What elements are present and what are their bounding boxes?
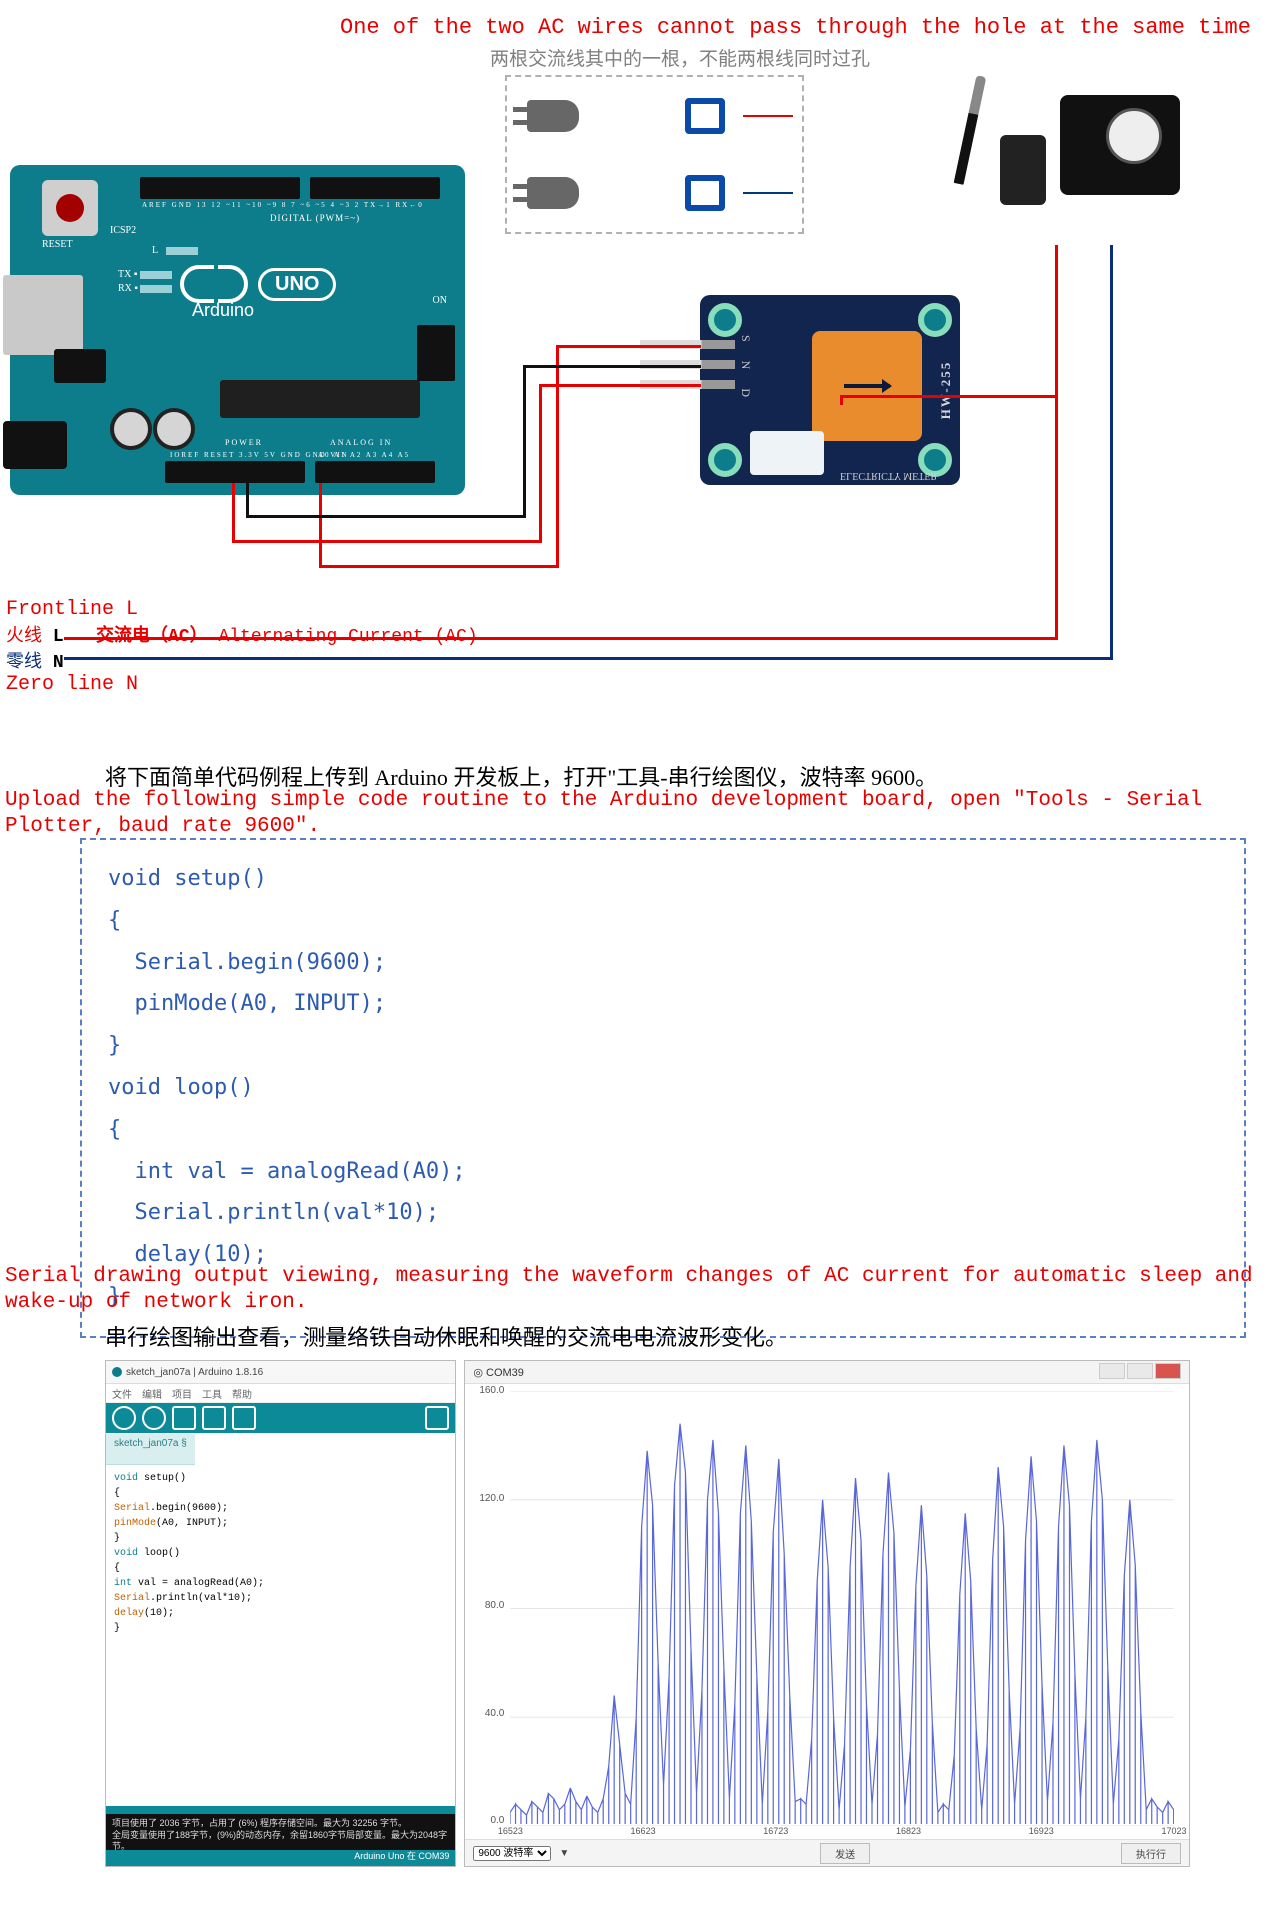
on-label: ON xyxy=(433,295,447,306)
ide-tab[interactable]: sketch_jan07a § xyxy=(106,1434,195,1465)
plug-callout xyxy=(505,75,804,234)
ct-transformer xyxy=(812,331,922,441)
instruction-en: Upload the following simple code routine… xyxy=(5,788,1265,841)
header-top-left xyxy=(140,177,300,199)
digital-label: DIGITAL (PWM=~) xyxy=(270,213,360,223)
reset-label: RESET xyxy=(42,239,73,250)
soldering-station xyxy=(960,75,1180,245)
menu-file[interactable]: 文件 xyxy=(112,1386,132,1401)
L-label: L xyxy=(53,627,64,647)
module-model: HW-255 xyxy=(938,361,954,419)
ct-icon xyxy=(685,98,725,134)
power-jack xyxy=(3,421,67,469)
upload-button[interactable] xyxy=(142,1406,166,1430)
power-label: POWER xyxy=(225,438,263,447)
ide-status: 项目使用了 2036 字节，占用了 (6%) 程序存储空间。最大为 32256 … xyxy=(106,1814,455,1866)
monitor-button[interactable] xyxy=(425,1406,449,1430)
plot-bottombar: 9600 波特率 ▼ 发送 执行行 xyxy=(465,1839,1189,1866)
screenshots-row: sketch_jan07a | Arduino 1.8.16 文件 编辑 项目 … xyxy=(105,1360,1190,1870)
tx-label: TX ▪ xyxy=(118,269,137,280)
run-button[interactable]: 执行行 xyxy=(1121,1843,1181,1864)
N-label: N xyxy=(53,653,64,673)
verify-button[interactable] xyxy=(112,1406,136,1430)
arduino-logo: UNO xyxy=(180,265,336,303)
led-l-label: L xyxy=(152,245,158,256)
neutral-cn: 零线 xyxy=(6,653,42,673)
header-top-right xyxy=(310,177,440,199)
header-bot-right xyxy=(315,461,435,483)
plot-titlebar: ◎ COM39 xyxy=(465,1361,1189,1384)
open-button[interactable] xyxy=(202,1406,226,1430)
save-button[interactable] xyxy=(232,1406,256,1430)
ide-editor[interactable]: void setup(){ Serial.begin(9600); pinMod… xyxy=(106,1465,455,1827)
plot-x-axis: 165231662316723168231692317023 xyxy=(510,1826,1174,1840)
ide-title: sketch_jan07a | Arduino 1.8.16 xyxy=(126,1367,263,1378)
module-title: ELECTRICTY METER xyxy=(840,470,937,481)
frontline-label: Frontline L xyxy=(6,598,478,621)
serial-plotter-window: ◎ COM39 0.040.080.0120.0160.0 1652316623… xyxy=(464,1360,1190,1867)
plot-y-axis: 0.040.080.0120.0160.0 xyxy=(465,1391,510,1826)
pin-labels: S N D xyxy=(738,335,753,405)
new-button[interactable] xyxy=(172,1406,196,1430)
pins-bot-right: A0 A1 A2 A3 A4 A5 xyxy=(318,451,410,459)
serial-desc-en: Serial drawing output viewing, measuring… xyxy=(5,1264,1265,1317)
ide-menubar[interactable]: 文件 编辑 项目 工具 帮助 xyxy=(106,1384,455,1403)
icsp2-label: ICSP2 xyxy=(110,225,136,236)
ac-labels: Frontline L 火线 L 交流电（AC） Alternating Cur… xyxy=(6,598,478,696)
arduino-ide-window: sketch_jan07a | Arduino 1.8.16 文件 编辑 项目 … xyxy=(105,1360,456,1867)
menu-edit[interactable]: 编辑 xyxy=(142,1386,162,1401)
zero-line-label: Zero line N xyxy=(6,673,478,696)
grove-connector xyxy=(750,431,824,475)
status-line-1: 项目使用了 2036 字节，占用了 (6%) 程序存储空间。最大为 32256 … xyxy=(112,1818,449,1830)
pins-top: AREF GND 13 12 ~11 ~10 ~9 8 7 ~6 ~5 4 ~3… xyxy=(142,201,424,209)
window-buttons[interactable] xyxy=(1097,1363,1181,1382)
ac-cn: 交流电（AC） xyxy=(96,627,208,647)
usb-port xyxy=(3,275,83,355)
analog-label: ANALOG IN xyxy=(330,438,392,447)
arduino-brand: Arduino xyxy=(192,300,254,321)
baud-select[interactable]: 9600 波特率 xyxy=(473,1846,551,1861)
arduino-board: RESET AREF GND 13 12 ~11 ~10 ~9 8 7 ~6 ~… xyxy=(10,165,465,495)
wiring-diagram: One of the two AC wires cannot pass thro… xyxy=(0,0,1279,760)
code-text: void setup() { Serial.begin(9600); pinMo… xyxy=(108,858,1218,1318)
send-button[interactable]: 发送 xyxy=(820,1843,870,1864)
mcu-chip xyxy=(220,380,420,418)
header-bot-left xyxy=(165,461,305,483)
live-cn: 火线 xyxy=(6,627,42,647)
ide-toolbar xyxy=(106,1403,455,1433)
ac-en: Alternating Current (AC) xyxy=(218,627,477,647)
rx-label: RX ▪ xyxy=(118,283,138,294)
menu-sketch[interactable]: 项目 xyxy=(172,1386,192,1401)
current-sensor-module: S N D HW-255 ELECTRICTY METER xyxy=(700,295,960,485)
reset-button[interactable] xyxy=(42,180,98,236)
warning-en: One of the two AC wires cannot pass thro… xyxy=(340,15,1251,40)
serial-desc-cn: 串行绘图输出查看，测量络铁自动休眠和唤醒的交流电电流波形变化。 xyxy=(105,1320,1205,1352)
menu-help[interactable]: 帮助 xyxy=(232,1386,252,1401)
plot-chart xyxy=(510,1391,1174,1826)
plot-title: COM39 xyxy=(486,1367,524,1379)
code-box: void setup() { Serial.begin(9600); pinMo… xyxy=(80,838,1246,1338)
warning-cn: 两根交流线其中的一根，不能两根线同时过孔 xyxy=(490,44,870,71)
ct-icon xyxy=(685,175,725,211)
plug-icon xyxy=(527,177,579,209)
menu-tools[interactable]: 工具 xyxy=(202,1386,222,1401)
plug-icon xyxy=(527,100,579,132)
ide-titlebar: sketch_jan07a | Arduino 1.8.16 xyxy=(106,1361,455,1384)
arduino-icon xyxy=(112,1367,122,1377)
page: One of the two AC wires cannot pass thro… xyxy=(0,0,1279,1920)
ide-footer: Arduino Uno 在 COM39 xyxy=(106,1850,455,1866)
icsp-header xyxy=(417,325,455,381)
